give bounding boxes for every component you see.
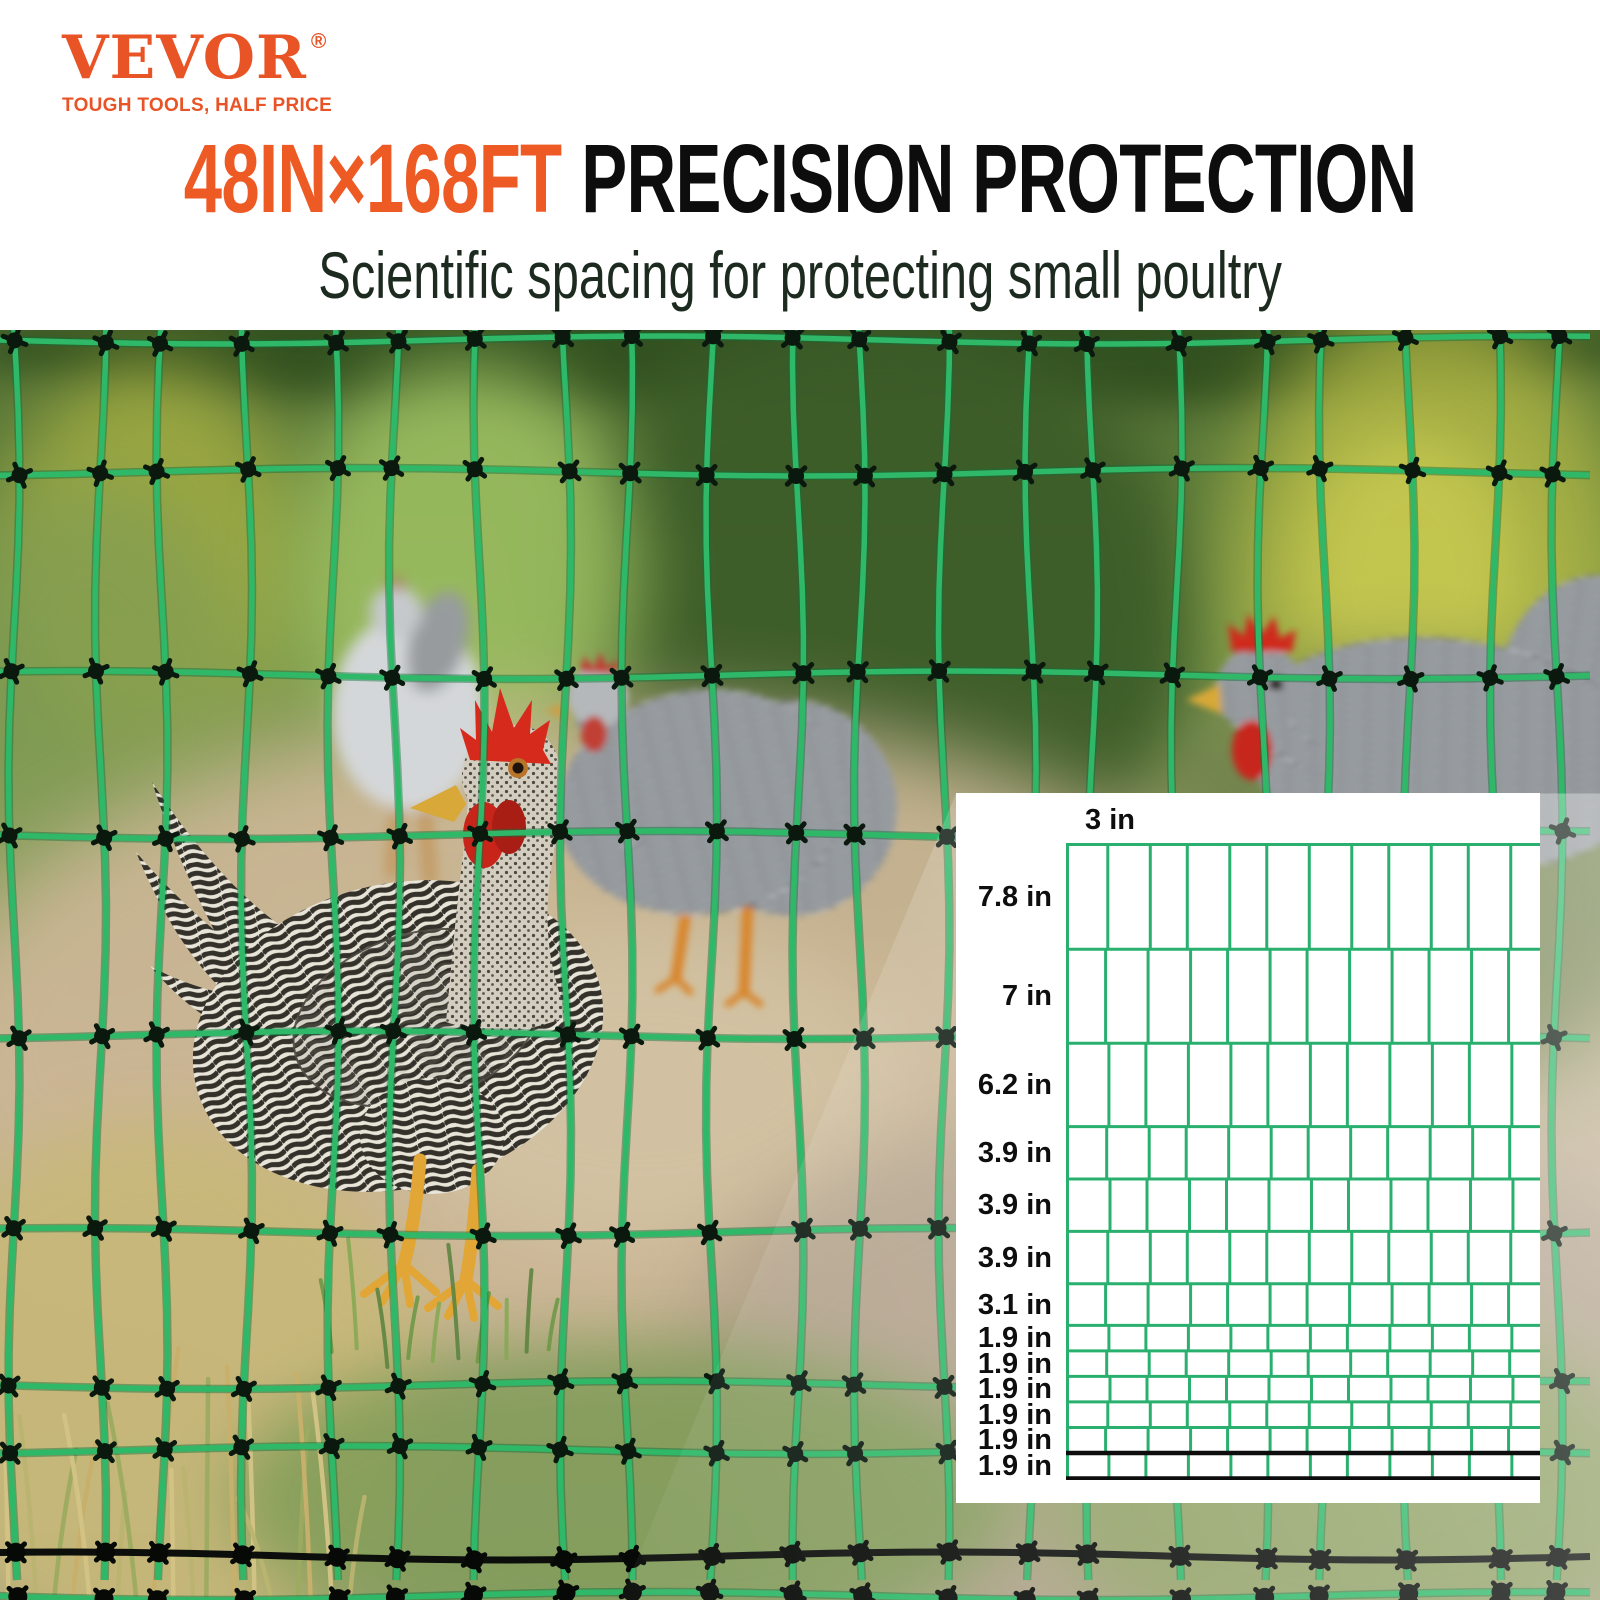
- mesh-grid-svg: [1066, 843, 1540, 1480]
- brand-name: VEVOR ®: [62, 28, 332, 88]
- mesh-row-label: 1.9 in: [977, 1347, 1052, 1380]
- hen-eye: [512, 762, 524, 774]
- mesh-row-label: 1.9 in: [977, 1424, 1052, 1457]
- headline-dimensions: 48IN×168FT: [183, 123, 562, 233]
- headline: 48IN×168FT PRECISION PROTECTION: [0, 128, 1600, 228]
- brand-tagline: TOUGH TOOLS, HALF PRICE: [62, 95, 333, 116]
- chicken-blurred-left: [332, 580, 484, 887]
- vevor-logo: VEVOR ® TOUGH TOOLS, HALF PRICE: [62, 28, 332, 117]
- mesh-row-label: 3.1 in: [977, 1288, 1052, 1321]
- hen-beak: [410, 785, 466, 822]
- headline-text-line: 48IN×168FT PRECISION PROTECTION: [184, 130, 1418, 227]
- mesh-row-label: 6.2 in: [977, 1068, 1052, 1101]
- mesh-row-label: 3.9 in: [977, 1241, 1052, 1274]
- brand-name-text: VEVOR: [62, 23, 307, 93]
- subtitle: Scientific spacing for protecting small …: [318, 238, 1282, 312]
- electric-netting-overlay: [0, 330, 1591, 1600]
- headline-claim: PRECISION PROTECTION: [581, 123, 1417, 233]
- mesh-row-label: 7.8 in: [977, 880, 1052, 913]
- mesh-row-label: 1.9 in: [977, 1449, 1052, 1482]
- mesh-row-label: 1.9 in: [977, 1373, 1052, 1406]
- mesh-column-spacing-label: 3 in: [1085, 804, 1135, 836]
- mesh-row-label: 3.9 in: [977, 1189, 1052, 1222]
- mesh-row-label: 7 in: [1002, 980, 1052, 1013]
- mesh-spacing-panel: 3 in 7.8 in 7 in 6.2 in 3.9 in 3.9 in 3.9 in 3…: [956, 793, 1540, 1503]
- subtitle-row: Scientific spacing for protecting small …: [0, 232, 1600, 318]
- mesh-row-label: 1.9 in: [977, 1322, 1052, 1355]
- mesh-row-label: 1.9 in: [977, 1398, 1052, 1431]
- mesh-row-label: 3.9 in: [977, 1136, 1052, 1169]
- registered-mark: ®: [310, 30, 328, 53]
